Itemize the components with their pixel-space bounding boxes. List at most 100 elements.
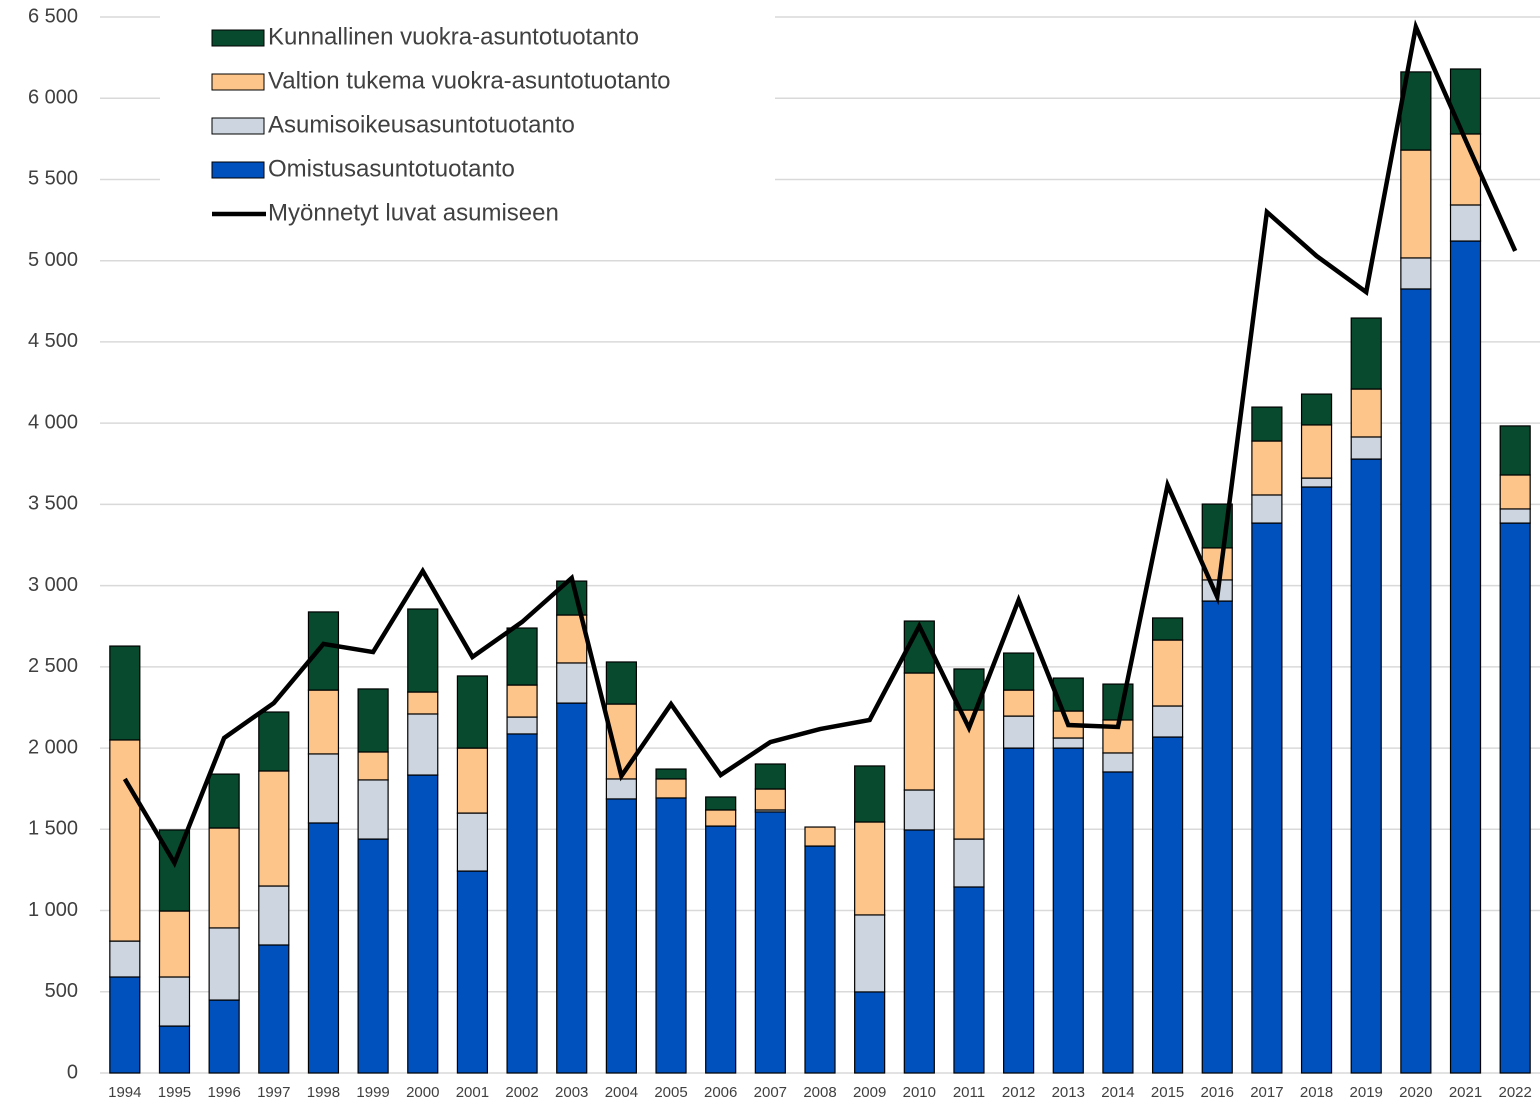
bar-segment	[1251, 406, 1283, 442]
y-tick-label: 4 000	[28, 411, 78, 433]
bar-segment	[655, 768, 687, 780]
bar-segment	[804, 845, 836, 1074]
bar-segment	[1350, 317, 1382, 390]
bar-segment	[208, 999, 240, 1074]
x-tick-label: 2022	[1498, 1084, 1531, 1101]
y-tick-label: 1 500	[28, 818, 78, 840]
bar-segment	[1201, 600, 1233, 1074]
bar-segment	[456, 747, 489, 814]
bar-segment	[754, 811, 786, 1074]
x-tick-label: 1994	[108, 1084, 141, 1101]
bar-segment	[307, 689, 340, 755]
bar-segment	[655, 778, 687, 799]
y-tick-label: 4 500	[28, 330, 78, 352]
bar-segment	[953, 886, 985, 1074]
bar-segment	[804, 826, 836, 847]
x-tick-label: 1999	[356, 1084, 389, 1101]
bar-segment	[407, 608, 439, 693]
bar-segment	[1102, 752, 1134, 773]
bar-segment	[258, 885, 290, 946]
legend: Kunnallinen vuokra-asuntotuotanto Valtion…	[160, 0, 775, 240]
bar-segment	[208, 927, 240, 1001]
bar-segment	[903, 672, 935, 791]
y-tick-label: 0	[67, 1061, 78, 1083]
bar-segment	[109, 976, 141, 1074]
x-tick-label: 2001	[456, 1084, 489, 1101]
bar-segment	[1151, 736, 1184, 1074]
legend-label: Valtion tukema vuokra-asuntotuotanto	[268, 67, 670, 94]
bar-segment	[1400, 149, 1432, 259]
bar-segment	[705, 825, 737, 1074]
bar-segment	[1102, 771, 1134, 1074]
bar-segment	[456, 870, 489, 1074]
bar-segment	[456, 812, 489, 872]
bar-segment	[1350, 388, 1382, 438]
bar-segment	[1003, 715, 1035, 749]
x-tick-label: 2013	[1052, 1084, 1085, 1101]
bar-segment	[1052, 737, 1084, 749]
bar-segment	[705, 796, 737, 811]
bar-segment	[1151, 705, 1184, 738]
bar-segment	[655, 797, 687, 1074]
x-tick-label: 2015	[1151, 1084, 1184, 1101]
bar-segment	[307, 611, 340, 691]
bar-segment	[208, 827, 240, 929]
bar-segment	[1003, 652, 1035, 691]
bar-segment	[605, 798, 637, 1074]
bar-segment	[506, 716, 538, 735]
bar-segment	[854, 991, 886, 1074]
bar-segment	[903, 829, 935, 1074]
bar-segment	[158, 976, 191, 1027]
legend-label: Asumisoikeusasuntotuotanto	[268, 111, 575, 138]
bar-segment	[1300, 393, 1333, 426]
y-tick-label: 2 000	[28, 736, 78, 758]
bar-segment	[357, 751, 389, 781]
bar-segment	[456, 675, 489, 749]
bar-segment	[1449, 133, 1482, 206]
bar-segment	[1151, 617, 1184, 641]
x-tick-label: 2008	[803, 1084, 836, 1101]
y-tick-label: 5 500	[28, 168, 78, 190]
bar-segment	[1400, 257, 1432, 290]
bar-segment	[605, 661, 637, 705]
y-tick-label: 500	[45, 980, 78, 1002]
bar-segment	[1251, 522, 1283, 1074]
bar-segment	[1003, 747, 1035, 1074]
legend-swatch	[211, 161, 265, 179]
x-tick-label: 2007	[754, 1084, 787, 1101]
bar-segment	[705, 809, 737, 827]
x-tick-label: 2011	[953, 1084, 985, 1101]
bar-segment	[1102, 683, 1134, 721]
y-tick-label: 3 500	[28, 493, 78, 515]
bar-segment	[556, 702, 588, 1074]
bar-segment	[1251, 440, 1283, 496]
bar-segment	[506, 684, 538, 718]
x-tick-label: 2014	[1101, 1084, 1134, 1101]
x-tick-label: 2006	[704, 1084, 737, 1101]
x-tick-label: 2018	[1300, 1084, 1333, 1101]
y-tick-label: 5 000	[28, 249, 78, 271]
bar-segment	[854, 914, 886, 993]
bar-segment	[407, 691, 439, 715]
line-series	[122, 19, 1518, 869]
bar-segment	[1400, 288, 1432, 1074]
bar-segment	[357, 779, 389, 840]
bar-segment	[258, 944, 290, 1074]
legend-label: Myönnetyt luvat asumiseen	[268, 199, 559, 226]
bar-segment	[357, 688, 389, 753]
bar-segment	[307, 753, 340, 824]
x-tick-label: 2017	[1250, 1084, 1283, 1101]
x-tick-label: 1996	[207, 1084, 240, 1101]
bar-segment	[158, 1025, 191, 1074]
bar-segment	[556, 662, 588, 704]
bar-segment	[854, 765, 886, 823]
x-tick-label: 1995	[158, 1084, 191, 1101]
x-tick-label: 2010	[903, 1084, 936, 1101]
bar-segment	[605, 778, 637, 800]
y-tick-label: 6 000	[28, 87, 78, 109]
bar-segment	[1499, 522, 1531, 1074]
bar-segment	[854, 821, 886, 916]
x-tick-label: 2003	[555, 1084, 588, 1101]
bar-segment	[1449, 240, 1482, 1074]
bar-segment	[1052, 747, 1084, 1074]
